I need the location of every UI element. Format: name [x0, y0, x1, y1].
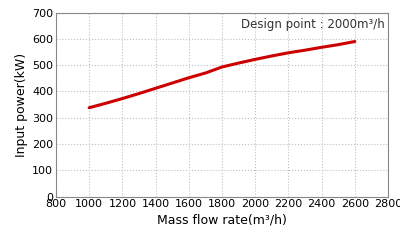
X-axis label: Mass flow rate(m³/h): Mass flow rate(m³/h) — [157, 213, 287, 227]
Y-axis label: Input power(kW): Input power(kW) — [15, 52, 28, 157]
Text: Design point : 2000m³/h: Design point : 2000m³/h — [241, 18, 385, 31]
